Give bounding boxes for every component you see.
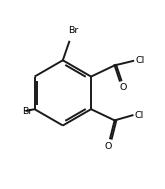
Text: O: O xyxy=(105,142,112,151)
Text: O: O xyxy=(119,83,127,92)
Text: Cl: Cl xyxy=(135,56,144,65)
Text: Br: Br xyxy=(22,107,32,116)
Text: Cl: Cl xyxy=(134,111,144,120)
Text: Br: Br xyxy=(68,26,78,35)
